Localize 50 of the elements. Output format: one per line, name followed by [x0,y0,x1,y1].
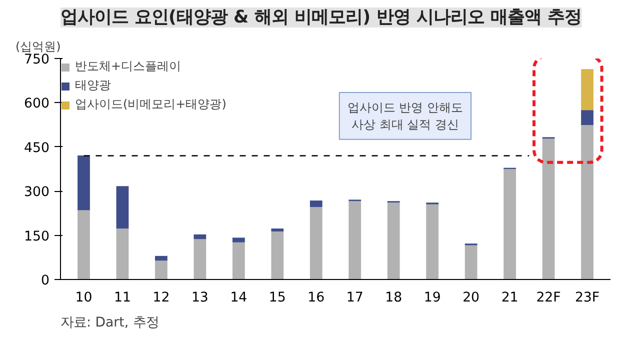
text: 자료: Dart, 추정 [60,316,159,330]
y-tick-label: 0 [41,274,50,288]
bar [155,260,168,280]
bar [194,234,206,240]
bar [348,201,362,280]
bar [464,245,478,280]
y-tick-label: 750 [24,52,50,68]
y-tick-label: 600 [24,96,50,112]
x-tick-label: 17 [346,290,364,306]
bar [387,202,400,280]
bar [426,204,439,280]
y-tick-label: 450 [24,140,50,156]
x-tick-label: 12 [152,290,170,306]
x-tick-label: 18 [385,290,402,306]
bar [310,207,322,280]
x-tick-label: 11 [114,290,131,306]
bar [581,110,594,126]
bar [271,228,284,232]
bar [542,138,555,280]
bar [116,228,129,280]
x-tick-label: 15 [268,290,286,306]
legend-label: 업사이드(비메모리+태양광) [75,96,226,113]
x-tick-label: 21 [501,290,518,306]
bar [116,186,129,229]
y-tick-label: 150 [24,229,50,244]
bar [194,239,206,280]
bar [232,242,245,280]
x-tick-label: 10 [75,290,92,306]
bar [78,155,90,210]
legend-label: 태양광 [75,77,111,94]
bar [581,69,594,110]
x-tick-label: 20 [462,290,480,306]
x-tick-label: 22F [536,290,561,306]
x-tick-label: 23F [574,290,600,306]
legend-label: 반도체+디스플레이 [75,58,182,75]
annotation: 업사이드 반영 안해도 사상 최대 실적 경신 [347,100,464,132]
bar [155,256,168,261]
x-tick-label: 16 [308,290,325,306]
bar [232,238,245,242]
bar [581,125,594,280]
bar [504,169,516,280]
y-axis-title: (십억원) [16,40,61,54]
bar [78,210,90,280]
x-tick-label: 19 [424,290,441,306]
bar [310,200,322,208]
x-tick-label: 14 [230,290,248,306]
chart-title: 업사이드 요인(태양광 & 해외 비메모리) 반영 시나리오 매출액 추정 [60,8,582,28]
y-tick-label: 300 [24,185,50,200]
bar [271,231,284,280]
x-tick-label: 13 [191,290,208,306]
